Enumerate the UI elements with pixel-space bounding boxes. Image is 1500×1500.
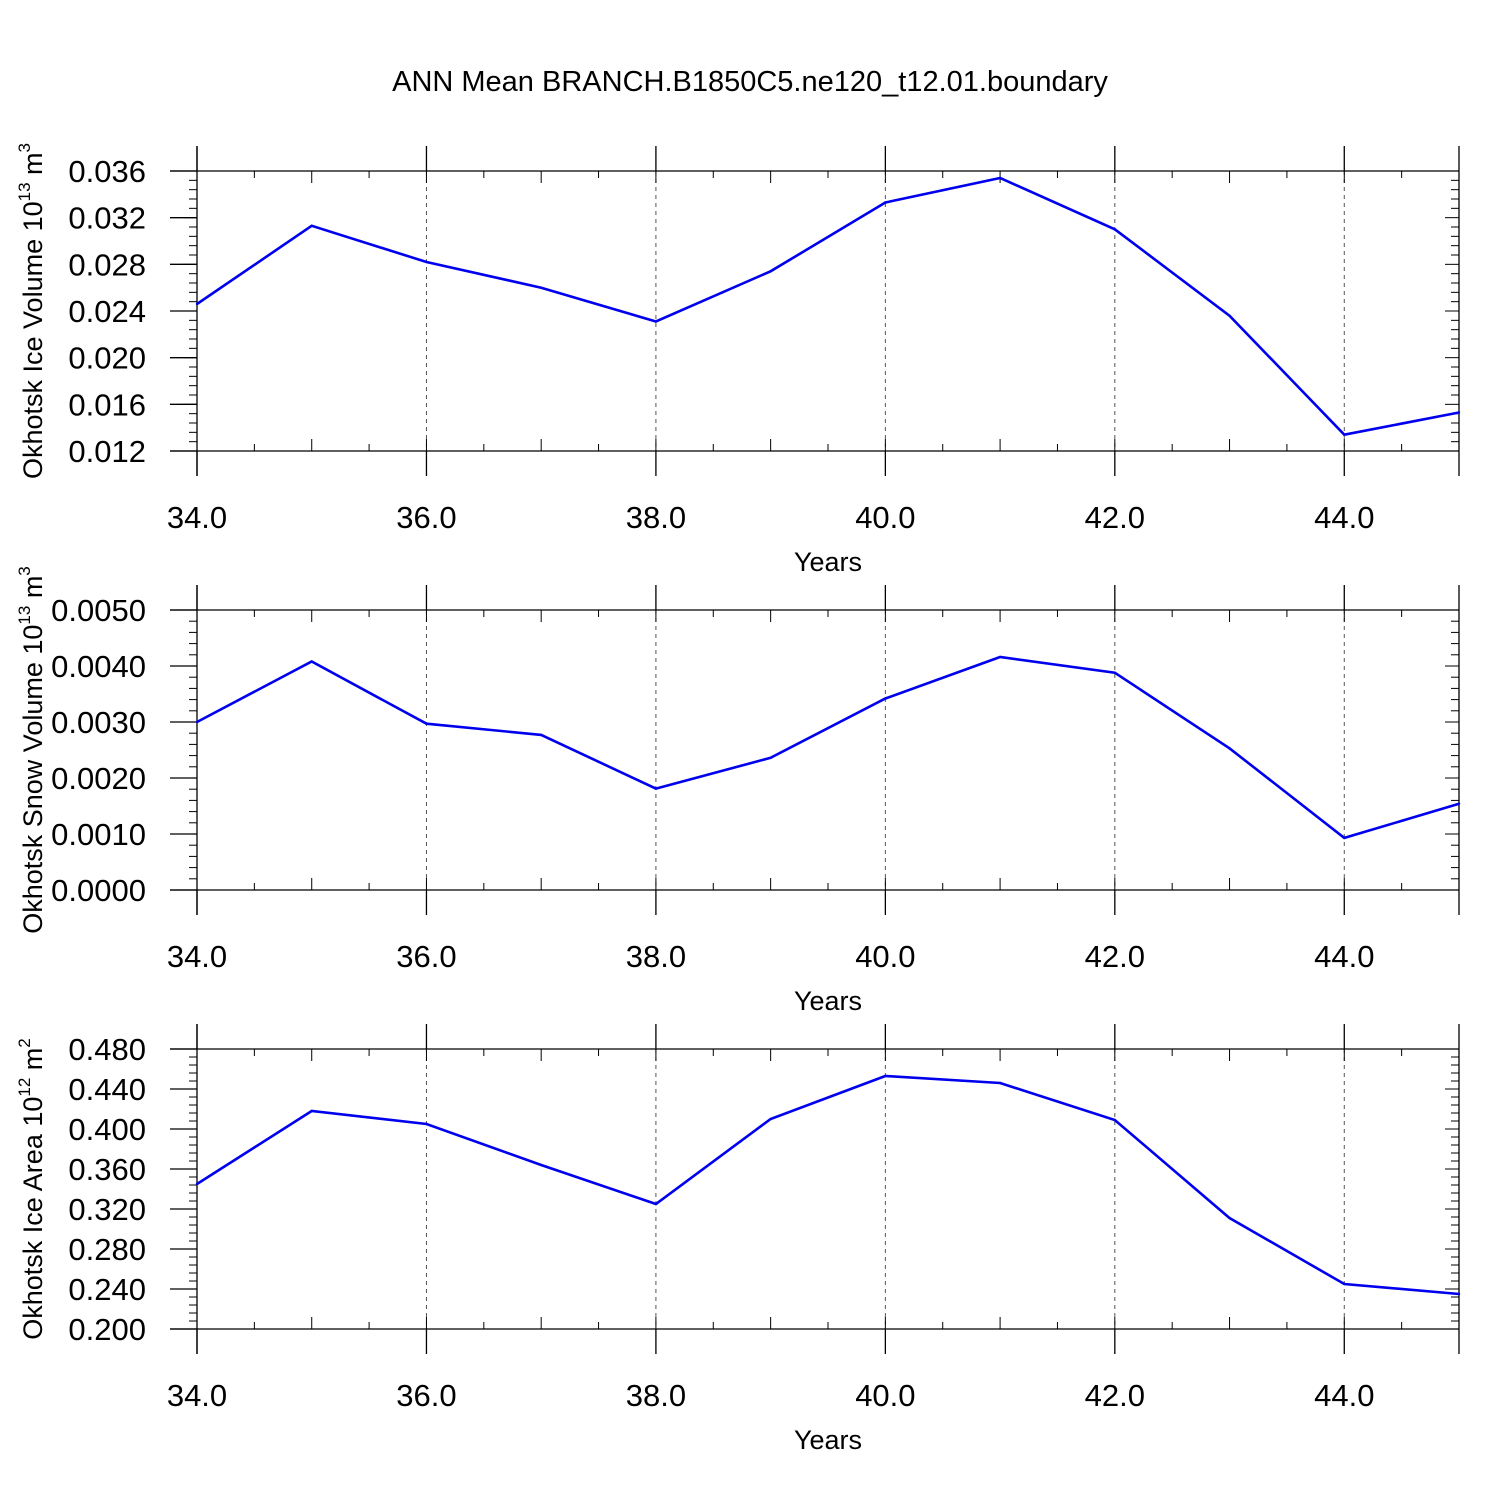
- x-tick-label: 36.0: [396, 500, 456, 535]
- y-tick-label: 0.360: [68, 1152, 146, 1187]
- y-axis-label: Okhotsk Ice Volume 1013 m3: [15, 143, 48, 479]
- y-tick-label: 0.440: [68, 1072, 146, 1107]
- x-tick-label: 40.0: [855, 939, 915, 974]
- snow-volume-data-point: [425, 722, 428, 725]
- y-tick-label: 0.480: [68, 1032, 146, 1067]
- x-tick-label: 38.0: [626, 500, 686, 535]
- ice-volume-data-point: [425, 260, 428, 264]
- snow-volume-panel: 34.0 36.0 38.0 40.0 42.0 44.0 0.0000 0.0010 0.00…: [15, 566, 1461, 1016]
- ice-area-data-point: [539, 1163, 543, 1167]
- y-tick-label: 0.024: [68, 294, 146, 329]
- x-tick-label: 40.0: [855, 1378, 915, 1413]
- y-tick-label: 0.280: [68, 1232, 146, 1267]
- ice-volume-data-point: [884, 201, 887, 204]
- snow-volume-data-point: [1228, 747, 1231, 750]
- page-title: ANN Mean BRANCH.B1850C5.ne120_t12.01.bou…: [392, 66, 1108, 98]
- y-tick-label: 0.020: [68, 341, 146, 376]
- x-tick-label: 44.0: [1314, 500, 1374, 535]
- x-tick-label: 36.0: [396, 939, 456, 974]
- x-tick-label: 34.0: [167, 939, 227, 974]
- snow-volume-data-point: [195, 720, 199, 724]
- ice-area-data-point: [654, 1202, 658, 1206]
- ice-volume-data-point: [1457, 411, 1461, 414]
- x-axis-label: Years: [794, 547, 862, 577]
- snow-volume-data-point: [1113, 671, 1117, 674]
- ice-area-data-point: [1228, 1216, 1231, 1220]
- ice-area-data-point: [1343, 1282, 1346, 1286]
- ice-volume-panel: 34.0 36.0 38.0 40.0 42.0 44.0 0.012 0.016 0.020 0…: [15, 143, 1461, 577]
- ice-area-data-point: [310, 1109, 313, 1113]
- snow-volume-data-point: [998, 655, 1002, 659]
- ice-area-data-point: [195, 1182, 199, 1186]
- x-tick-label: 38.0: [626, 1378, 686, 1413]
- ice-area-data-point: [769, 1117, 772, 1121]
- y-tick-label: 0.320: [68, 1192, 146, 1227]
- snow-volume-data-point: [310, 660, 313, 663]
- ice-volume-data-point: [1113, 228, 1117, 231]
- y-tick-label: 0.0020: [51, 761, 146, 796]
- y-tick-label: 0.0010: [51, 817, 146, 852]
- x-tick-label: 38.0: [626, 939, 686, 974]
- x-tick-label: 34.0: [167, 500, 227, 535]
- ice-area-data-point: [884, 1074, 887, 1078]
- ice-area-data-point: [1113, 1118, 1117, 1122]
- x-tick-label: 42.0: [1085, 1378, 1145, 1413]
- y-tick-label: 0.0050: [51, 593, 146, 628]
- ice-area-data-point: [1457, 1292, 1461, 1296]
- y-tick-label: 0.012: [68, 434, 146, 469]
- x-axis-label: Years: [794, 986, 862, 1016]
- x-tick-label: 34.0: [167, 1378, 227, 1413]
- snow-volume-data-point: [539, 733, 543, 737]
- x-tick-label: 42.0: [1085, 500, 1145, 535]
- ice-area-series-line: [196, 1074, 1460, 1296]
- y-tick-label: 0.0000: [51, 873, 146, 908]
- y-axis-label: Okhotsk Snow Volume 1013 m3: [15, 566, 48, 934]
- snow-volume-data-point: [884, 697, 887, 700]
- snow-volume-series-line: [196, 655, 1460, 840]
- y-tick-label: 0.240: [68, 1272, 146, 1307]
- ice-volume-series-line: [196, 176, 1460, 437]
- x-tick-label: 36.0: [396, 1378, 456, 1413]
- ice-volume-data-point: [310, 224, 313, 228]
- ice-area-panel: 34.0 36.0 38.0 40.0 42.0 44.0 0.200 0.240 0.280 0…: [15, 1024, 1461, 1455]
- x-tick-label: 44.0: [1314, 1378, 1374, 1413]
- ice-volume-data-point: [195, 302, 199, 306]
- y-tick-label: 0.016: [68, 387, 146, 422]
- y-tick-label: 0.400: [68, 1112, 146, 1147]
- ice-volume-data-point: [1343, 433, 1346, 436]
- ice-volume-data-point: [998, 176, 1002, 180]
- y-tick-label: 0.032: [68, 201, 146, 236]
- y-tick-label: 0.0040: [51, 649, 146, 684]
- x-tick-label: 44.0: [1314, 939, 1374, 974]
- y-tick-label: 0.028: [68, 247, 146, 282]
- ice-volume-data-point: [1228, 314, 1231, 317]
- x-tick-label: 40.0: [855, 500, 915, 535]
- snow-volume-data-point: [1343, 836, 1346, 840]
- ice-area-data-point: [425, 1122, 428, 1126]
- y-tick-label: 0.200: [68, 1312, 146, 1347]
- ice-volume-data-point: [769, 270, 772, 273]
- snow-volume-data-point: [769, 756, 772, 760]
- ice-volume-data-point: [539, 286, 543, 289]
- x-tick-label: 42.0: [1085, 939, 1145, 974]
- ice-area-data-point: [998, 1081, 1002, 1085]
- y-tick-label: 0.036: [68, 154, 146, 189]
- x-axis-label: Years: [794, 1425, 862, 1455]
- y-axis-label: Okhotsk Ice Area 1012 m2: [15, 1038, 48, 1340]
- snow-volume-data-point: [1457, 802, 1461, 805]
- snow-volume-data-point: [654, 787, 658, 790]
- y-tick-label: 0.0030: [51, 705, 146, 740]
- ice-volume-data-point: [654, 320, 658, 323]
